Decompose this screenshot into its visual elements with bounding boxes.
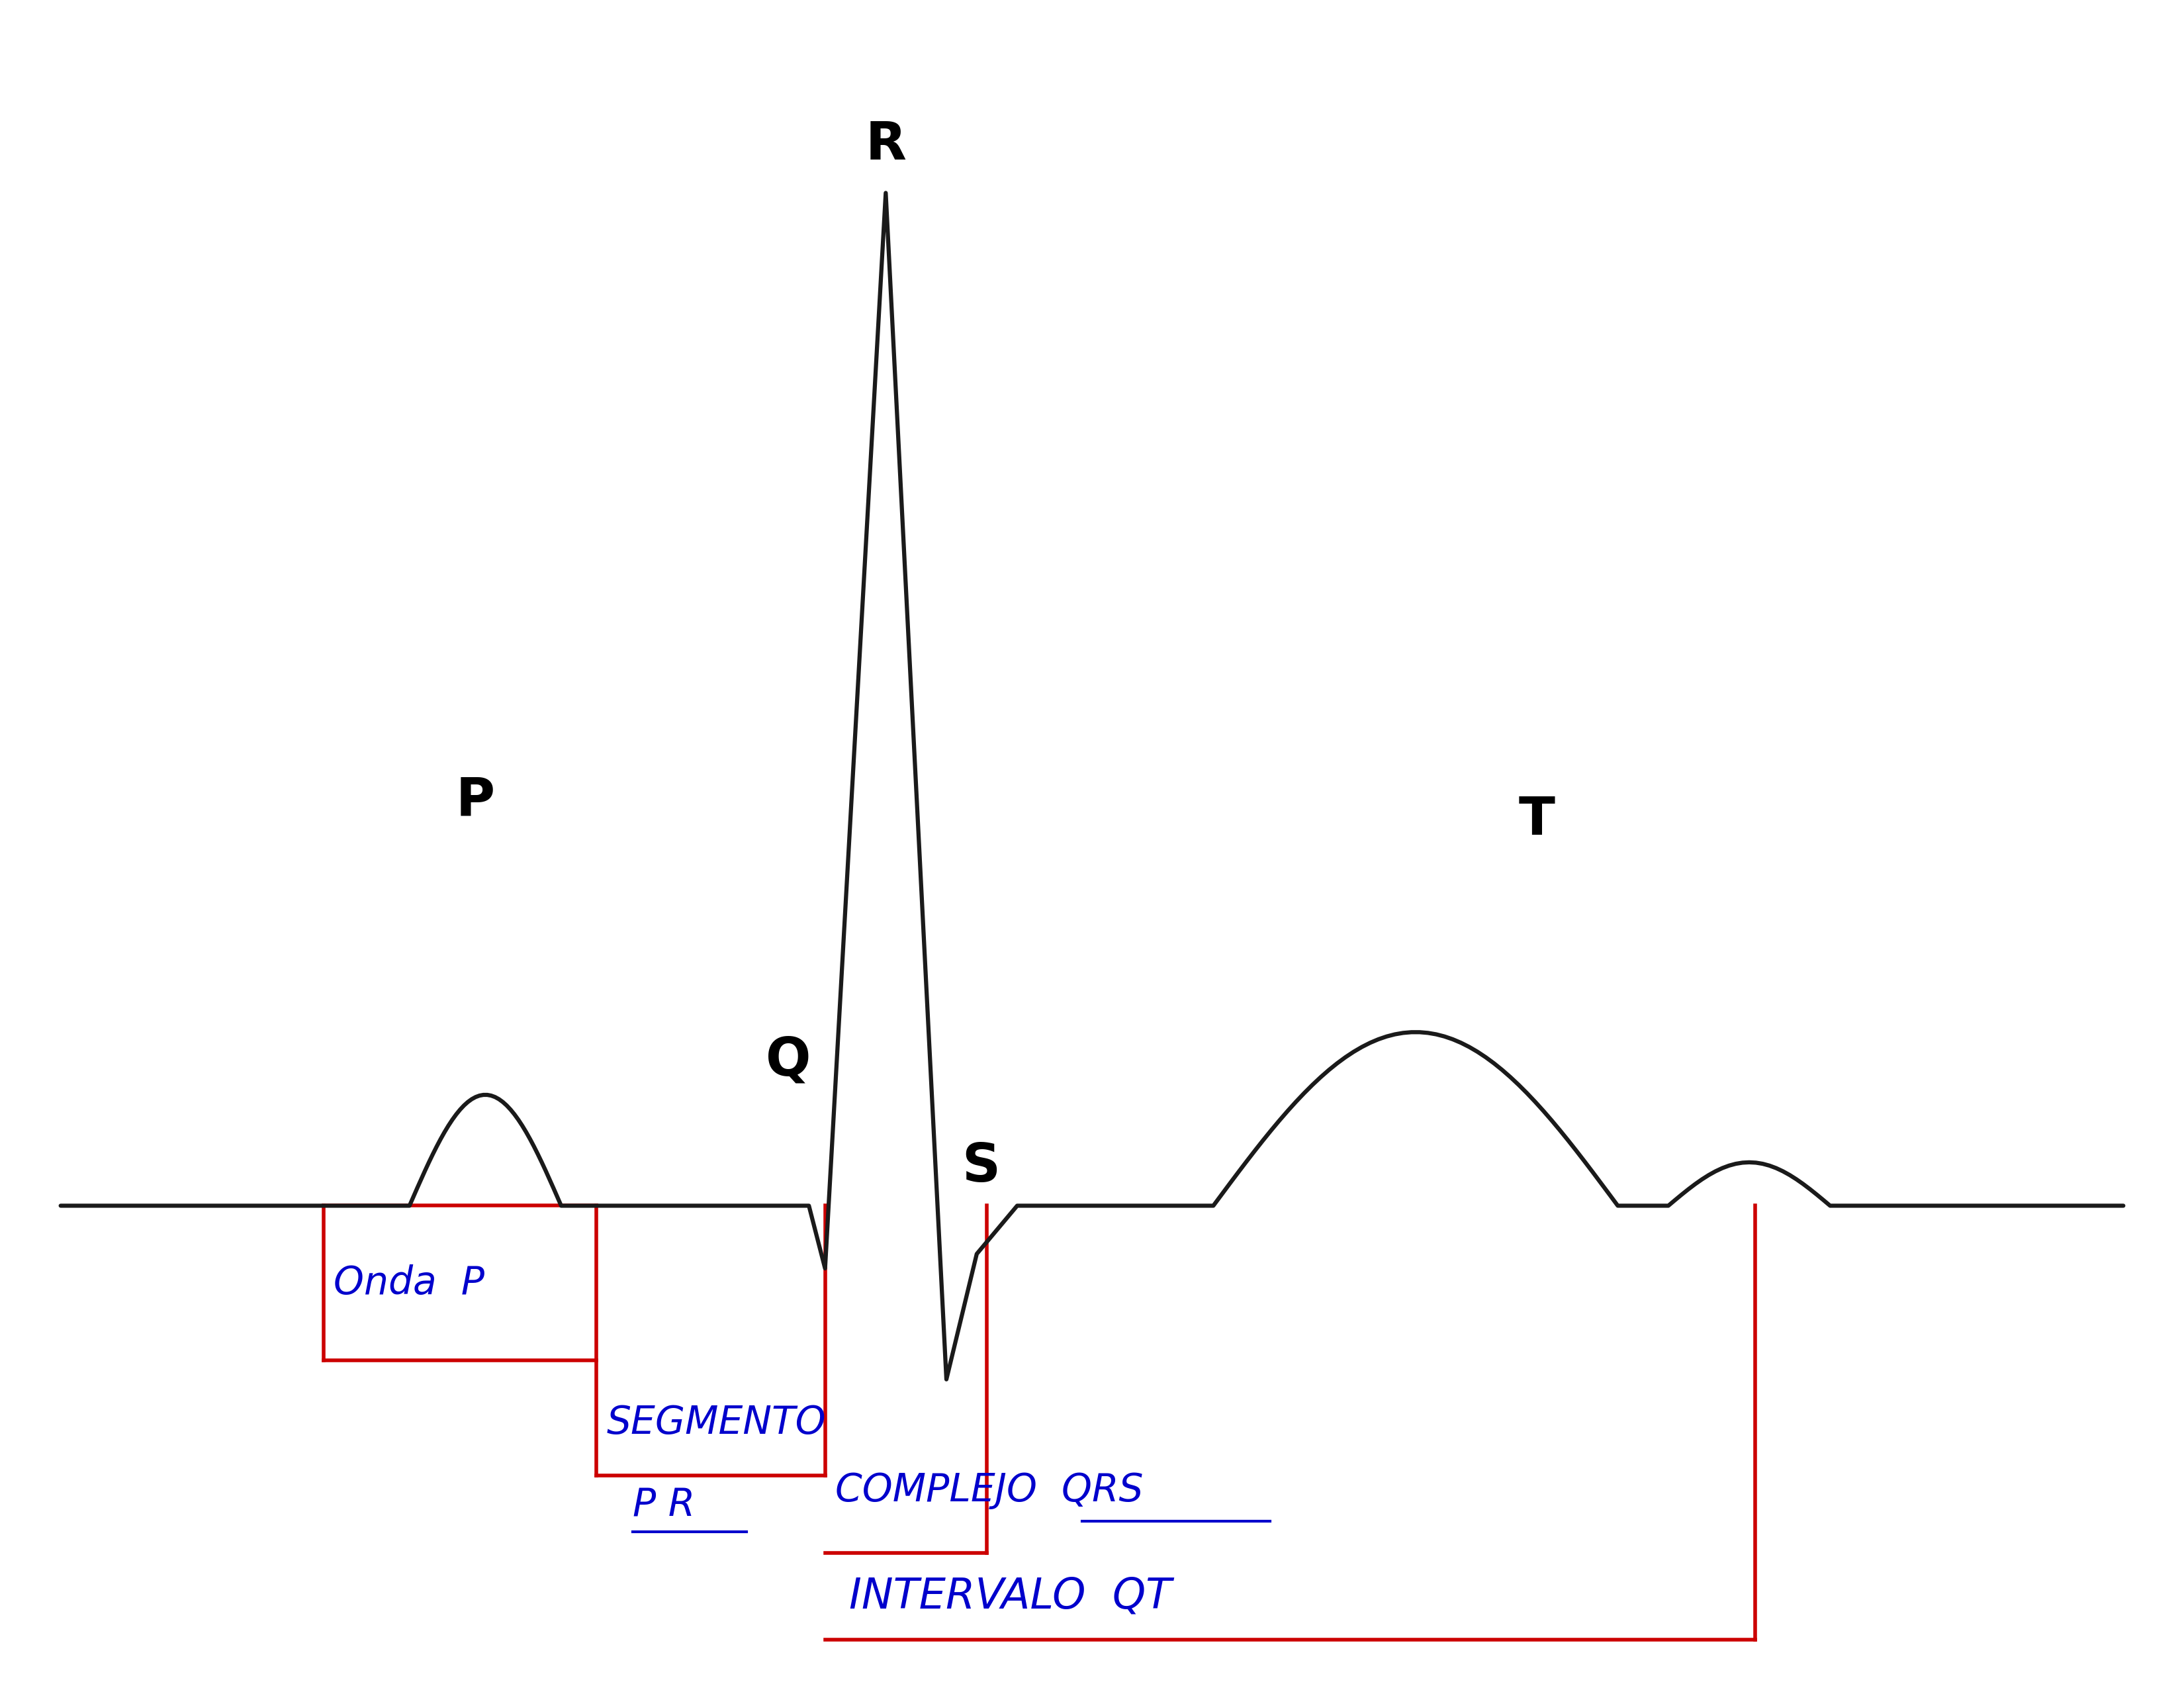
Text: P: P — [456, 775, 496, 827]
Text: Q: Q — [767, 1035, 810, 1087]
Text: Onda  P: Onda P — [334, 1264, 485, 1301]
Text: T: T — [1518, 793, 1555, 846]
Text: S: S — [961, 1141, 1000, 1193]
Text: P R: P R — [633, 1485, 695, 1524]
Text: R: R — [865, 118, 906, 170]
Text: COMPLEJO  QRS: COMPLEJO QRS — [834, 1472, 1142, 1509]
Text: SEGMENTO: SEGMENTO — [607, 1404, 826, 1442]
Text: INTERVALO  QT: INTERVALO QT — [850, 1577, 1173, 1617]
